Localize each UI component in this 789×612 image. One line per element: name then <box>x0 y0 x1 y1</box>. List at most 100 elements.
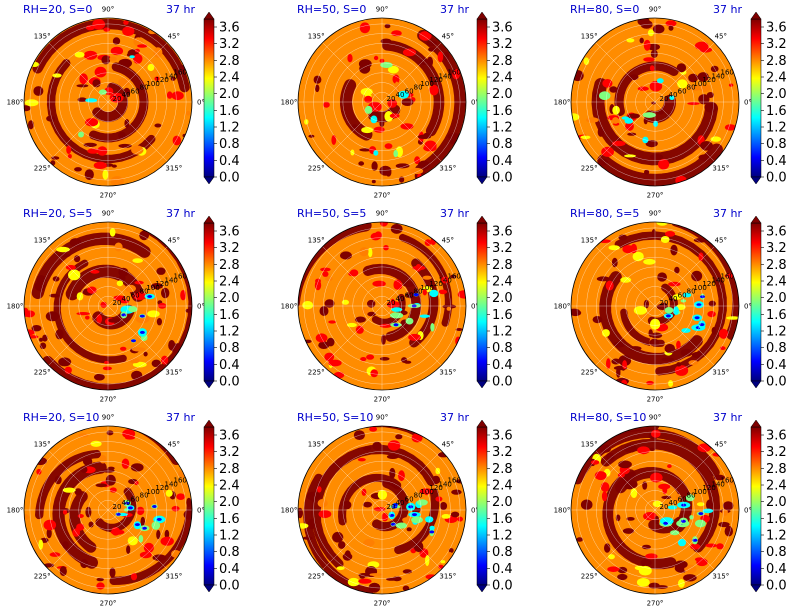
contour-cell <box>131 347 146 352</box>
colorbar-tick-label: 1.6 <box>492 308 513 323</box>
grid-spoke <box>654 42 715 103</box>
colorbar-tick-label: 2.8 <box>766 462 787 477</box>
radial-tick-label: 60 <box>131 87 140 95</box>
angular-tick-label: 315° <box>439 572 456 580</box>
contour-cell <box>77 514 84 518</box>
contour-cell <box>358 573 371 578</box>
colorbar-tick-label: 0.4 <box>492 358 513 373</box>
grid-spoke <box>48 450 109 511</box>
colorbar-tick-label: 1.6 <box>492 512 513 527</box>
colorbar-tick-label: 0.0 <box>492 579 513 594</box>
polar-frame <box>297 425 467 595</box>
contour-cell <box>392 74 400 84</box>
contour-cell <box>351 124 358 129</box>
contour-cell <box>180 290 187 301</box>
contour-cell <box>680 519 686 523</box>
contour-cell <box>597 127 605 137</box>
angular-tick-label: 225° <box>581 368 598 376</box>
contour-cell <box>645 553 658 560</box>
contour-cell <box>103 27 111 32</box>
angular-tick-label: 270° <box>374 192 391 200</box>
angular-tick-label: 90° <box>649 210 661 218</box>
panel-title: RH=80, S=0 <box>570 3 639 16</box>
contour-cell <box>94 66 107 78</box>
contour-cell <box>364 95 373 103</box>
panel-time: 37 hr <box>166 207 195 220</box>
panel-time: 37 hr <box>440 3 469 16</box>
contour-cell <box>649 447 656 451</box>
angular-tick-label: 225° <box>308 368 325 376</box>
contour-cell <box>123 20 129 25</box>
contour-cell <box>91 589 103 594</box>
contour-cell <box>667 464 672 469</box>
contour-cell <box>592 316 603 324</box>
contour-cell <box>152 554 167 561</box>
contour-cell <box>674 560 688 569</box>
polar-frame <box>23 221 193 391</box>
angular-tick-label: 270° <box>647 192 664 200</box>
colorbar <box>750 18 762 178</box>
contour-cell <box>706 499 713 511</box>
contour-cell <box>359 247 369 257</box>
radial-tick-label: 80 <box>140 288 149 296</box>
colorbar-tick-label: 2.0 <box>219 87 240 102</box>
angular-tick-label: 90° <box>102 210 114 218</box>
contour-cell <box>393 323 399 327</box>
colorbar-tick-label: 3.6 <box>766 225 787 240</box>
contour-cell <box>160 536 174 546</box>
contour-cell <box>120 346 127 351</box>
contour-cell <box>377 489 388 500</box>
contour-cell <box>328 359 342 367</box>
contour-cell <box>387 440 401 451</box>
contour-cell <box>398 470 405 482</box>
contour-cell <box>338 541 346 549</box>
contour-cell <box>656 110 664 115</box>
colorbar <box>203 18 215 178</box>
grid-spoke <box>381 509 442 570</box>
polar-frame <box>297 221 467 391</box>
angular-tick-label: 180° <box>7 507 24 515</box>
colorbar <box>476 222 488 382</box>
colorbar-tick-label: 0.4 <box>766 358 787 373</box>
radial-tick-label: 40 <box>122 295 131 303</box>
contour-cell <box>675 494 682 501</box>
radial-tick-label: 80 <box>687 492 696 500</box>
radial-tick-label: 80 <box>414 84 423 92</box>
contour-cell <box>373 150 379 156</box>
contour-cell <box>655 585 668 589</box>
angular-tick-label: 90° <box>376 210 388 218</box>
panel: RH=50, S=10 37 hr 0° 45° 90° 135° 180° 225° 270°… <box>281 411 513 608</box>
contour-cell <box>110 176 124 186</box>
contour-field <box>24 18 192 186</box>
contour-cell <box>62 509 68 515</box>
angular-tick-label: 270° <box>374 600 391 608</box>
contour-cell <box>130 572 138 581</box>
contour-cell <box>362 446 372 451</box>
contour-cell <box>31 325 42 332</box>
panel-title: RH=20, S=10 <box>23 411 99 424</box>
contour-cell <box>455 328 463 331</box>
contour-cell <box>586 117 599 123</box>
contour-cell <box>170 76 176 81</box>
angular-tick-label: 90° <box>376 414 388 422</box>
contour-cell <box>64 366 72 374</box>
colorbar-extend-top <box>750 419 762 428</box>
colorbar-tick-label: 3.2 <box>219 241 240 256</box>
radial-tick-label: 120 <box>702 484 715 492</box>
contour-cell <box>637 446 650 455</box>
contour-cell <box>576 537 583 542</box>
contour-cell <box>680 348 693 357</box>
colorbar-tick-label: 3.2 <box>492 445 513 460</box>
radial-tick-label: 20 <box>113 95 122 103</box>
panel: RH=20, S=10 37 hr 0° 45° 90° 135° 180° 225° 270°… <box>7 411 240 608</box>
contour-cell <box>665 314 671 318</box>
contour-cell <box>430 323 435 332</box>
colorbar-tick-label: 1.6 <box>219 308 240 323</box>
panel: RH=20, S=0 37 hr 0° 45° 90° 135° 180° 225° 270° 3… <box>7 3 240 200</box>
colorbar <box>476 18 488 178</box>
contour-cell <box>414 156 421 165</box>
contour-cell <box>643 258 656 265</box>
contour-cell <box>151 359 161 368</box>
contour-cell <box>608 554 615 560</box>
